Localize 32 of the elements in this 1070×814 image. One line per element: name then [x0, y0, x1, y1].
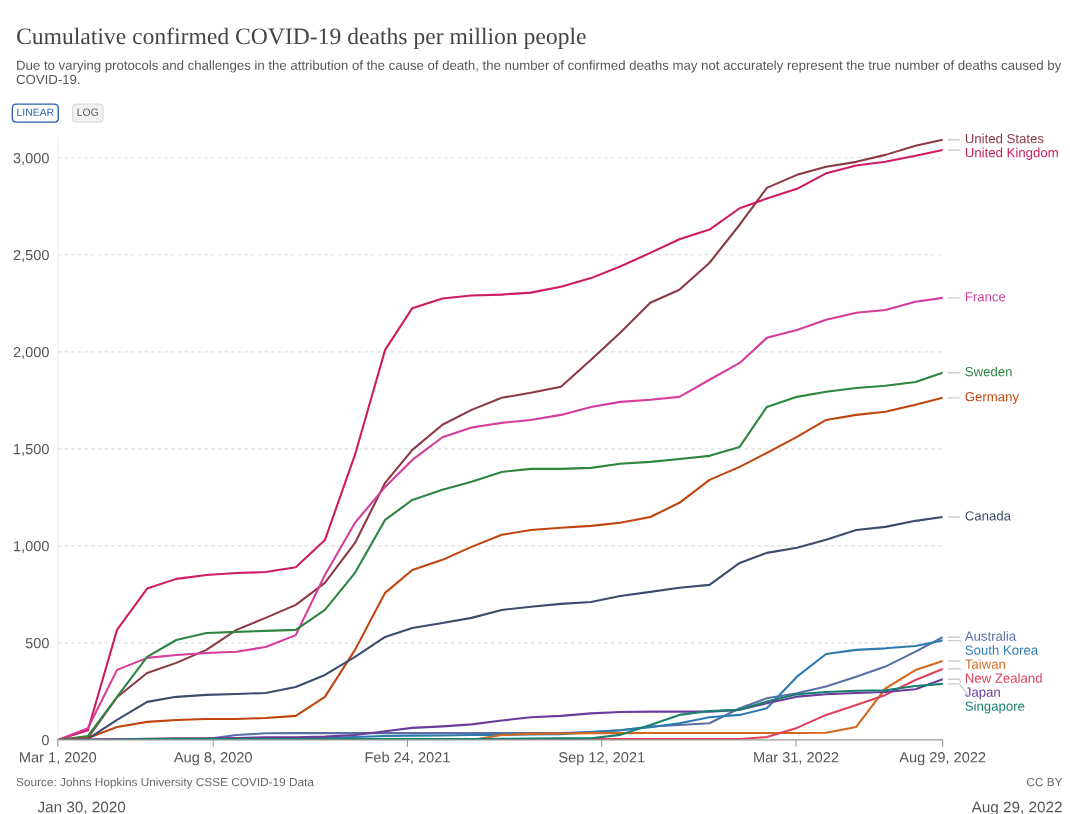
x-tick-label: Mar 31, 2022 [754, 752, 839, 765]
x-tick-label: Feb 24, 2021 [365, 751, 450, 765]
y-tick-label: 500 [25, 638, 49, 649]
text: CC BY [1027, 777, 1063, 787]
source-note: Source: Johns Hopkins University CSSE COVID-19 Data [16, 777, 314, 789]
series-label: Sweden [965, 366, 1012, 377]
chart-title: Cumulative confirmed COVID-19 deaths per million people [17, 27, 586, 50]
x-tick-label: Aug 8, 2020 [173, 752, 252, 766]
x-tick-label: Sep 12, 2021 [559, 752, 645, 766]
series-label: Taiwan [965, 659, 1005, 669]
y-tick-label: 3,000 [13, 152, 49, 165]
text: LINEAR [17, 108, 54, 116]
series-label: France [965, 292, 1006, 302]
series-label: New Zealand [965, 673, 1042, 683]
series-label: Canada [965, 510, 1012, 521]
series-label: United States [965, 133, 1044, 144]
chart-subtitle: Due to varying protocols and challenges in the attribution of the cause of death, the number of confirmed deaths may not accurately represent the true number of deaths caused by COVID-19. [16, 60, 1062, 85]
series-label: United Kingdom [965, 147, 1058, 160]
series-label: Germany [965, 392, 1020, 404]
series-label: Australia [964, 631, 1017, 641]
y-tick-label: 2,500 [13, 249, 49, 262]
series-label: South Korea [965, 645, 1039, 655]
y-tick-label: 0 [41, 735, 49, 746]
series-label: Japan [965, 687, 1000, 700]
text: Jan 30, 2020 [37, 801, 126, 814]
x-tick-label: Mar 1, 2020 [20, 752, 97, 765]
y-tick-label: 2,000 [13, 346, 49, 359]
y-tick-label: 1,000 [14, 540, 49, 554]
y-tick-label: 1,500 [14, 443, 49, 457]
text: Singapore [965, 701, 1025, 714]
x-tick-label: Aug 29, 2022 [899, 752, 986, 766]
text: LOG [77, 108, 98, 116]
